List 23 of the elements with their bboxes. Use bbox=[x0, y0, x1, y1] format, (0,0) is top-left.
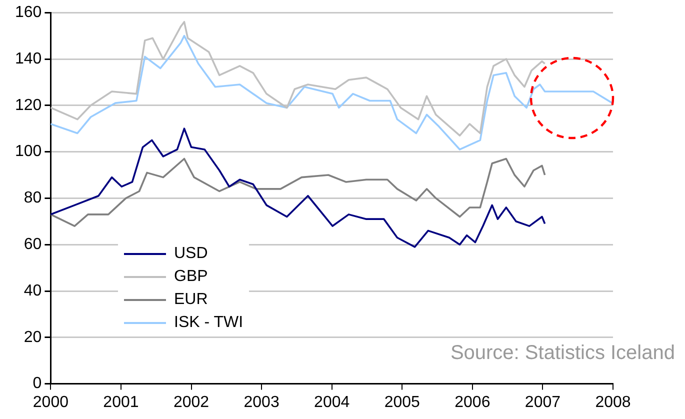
legend-label: USD bbox=[174, 244, 208, 262]
x-tick-label: 2005 bbox=[384, 394, 420, 411]
y-tick-label: 120 bbox=[14, 96, 42, 114]
x-tick-label: 2002 bbox=[173, 394, 210, 411]
y-tick-label: 100 bbox=[14, 143, 42, 160]
y-tick-label: 40 bbox=[24, 282, 42, 300]
legend-label: EUR bbox=[174, 290, 208, 308]
x-tick-label: 2008 bbox=[595, 394, 631, 411]
x-tick-label: 2007 bbox=[524, 394, 561, 411]
y-tick-label: 140 bbox=[14, 50, 42, 68]
x-tick-label: 2006 bbox=[454, 394, 490, 411]
annotation: Source: Statistics Iceland bbox=[450, 342, 675, 365]
y-tick-label: 0 bbox=[32, 375, 42, 392]
y-tick-label: 60 bbox=[24, 236, 42, 254]
x-tick-label: 2000 bbox=[32, 394, 69, 411]
x-tick-label: 2003 bbox=[244, 394, 280, 411]
y-tick-label: 80 bbox=[24, 190, 42, 207]
legend-label: ISK - TWI bbox=[174, 314, 244, 332]
legend-label: GBP bbox=[174, 268, 208, 286]
y-tick-label: 20 bbox=[24, 328, 42, 346]
x-tick-label: 2004 bbox=[314, 394, 350, 411]
x-tick-label: 2001 bbox=[103, 394, 139, 411]
y-tick-label: 160 bbox=[14, 4, 42, 22]
